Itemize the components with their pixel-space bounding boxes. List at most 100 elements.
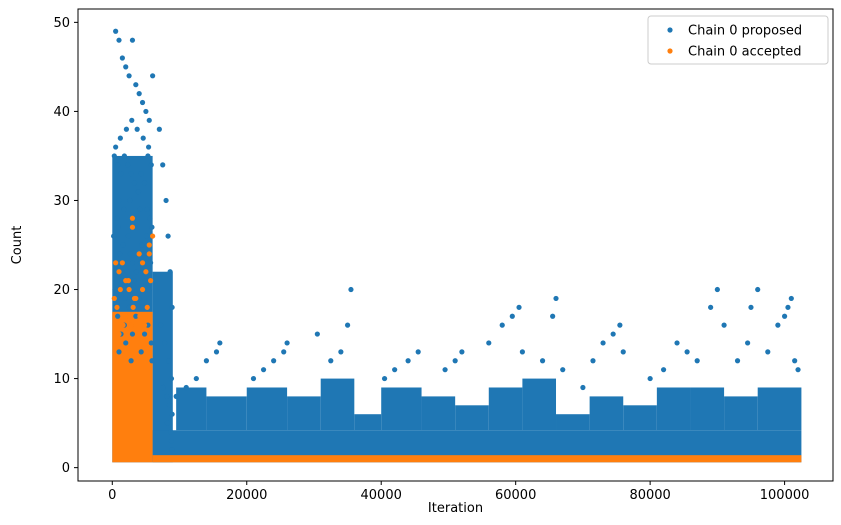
- proposed-density-wave: [354, 414, 382, 431]
- proposed-density-wave: [421, 396, 456, 431]
- proposed-point: [142, 278, 148, 284]
- proposed-point: [765, 349, 771, 355]
- legend-box: [647, 15, 829, 65]
- accepted-point: [113, 260, 119, 266]
- accepted-point: [143, 269, 149, 275]
- proposed-point: [126, 304, 132, 310]
- proposed-point: [166, 358, 172, 364]
- proposed-point: [580, 384, 586, 391]
- proposed-point: [118, 171, 124, 177]
- proposed-point: [112, 286, 118, 293]
- proposed-point: [160, 384, 166, 391]
- proposed-density-wave: [287, 396, 321, 431]
- proposed-point: [519, 349, 525, 355]
- proposed-point: [141, 251, 147, 257]
- proposed-point: [281, 349, 287, 355]
- proposed-point: [166, 402, 173, 408]
- proposed-point: [516, 304, 522, 310]
- proposed-density-wave: [656, 387, 691, 431]
- proposed-density-wave: [757, 387, 802, 431]
- accepted-point: [136, 251, 142, 257]
- accepted-density-early: [112, 311, 153, 463]
- proposed-point: [148, 340, 154, 346]
- proposed-point: [158, 322, 164, 328]
- proposed-density-wave: [690, 387, 725, 431]
- proposed-point: [590, 358, 596, 364]
- proposed-point: [684, 349, 690, 355]
- proposed-point: [785, 304, 791, 310]
- proposed-point: [775, 322, 781, 328]
- accepted-point: [123, 313, 129, 319]
- proposed-point: [120, 242, 126, 248]
- proposed-point: [156, 126, 162, 132]
- accepted-point: [146, 251, 152, 257]
- proposed-point: [660, 367, 667, 373]
- accepted-point: [126, 286, 132, 293]
- proposed-point: [129, 331, 136, 337]
- y-tick-label: 0: [62, 461, 70, 476]
- proposed-point: [136, 91, 142, 97]
- x-tick-label: 40000: [361, 488, 402, 503]
- y-axis-ticks: 0 10 20 30 40 50: [53, 16, 78, 476]
- proposed-point: [168, 429, 174, 435]
- proposed-point: [146, 117, 152, 123]
- proposed-point: [122, 295, 128, 302]
- accepted-point: [116, 331, 122, 337]
- x-tick-label: 0: [108, 488, 116, 503]
- proposed-point: [213, 349, 220, 355]
- accepted-point: [136, 331, 142, 337]
- proposed-point: [115, 313, 121, 319]
- proposed-point: [149, 224, 155, 230]
- proposed-point: [381, 375, 388, 382]
- proposed-point: [708, 304, 714, 310]
- proposed-point: [115, 162, 121, 168]
- proposed-point: [748, 304, 754, 310]
- x-tick-label: 60000: [495, 488, 536, 503]
- proposed-density-wave: [206, 396, 247, 431]
- accepted-point: [139, 286, 146, 293]
- x-tick-label: 80000: [629, 488, 670, 503]
- proposed-point: [734, 358, 741, 364]
- proposed-point: [123, 64, 129, 70]
- proposed-point: [405, 358, 411, 364]
- accepted-point: [130, 304, 136, 310]
- proposed-point: [111, 233, 117, 239]
- proposed-point: [113, 144, 119, 150]
- accepted-point: [146, 242, 152, 248]
- proposed-point: [509, 313, 515, 319]
- proposed-point: [137, 206, 143, 212]
- y-tick-label: 20: [53, 283, 70, 298]
- proposed-density-wave: [522, 378, 557, 431]
- proposed-point: [169, 304, 175, 310]
- proposed-point: [792, 358, 798, 364]
- proposed-point: [143, 233, 150, 239]
- accepted-point: [128, 322, 134, 328]
- proposed-point: [193, 375, 199, 382]
- accepted-point: [120, 322, 126, 328]
- proposed-point: [348, 286, 354, 293]
- proposed-point: [284, 340, 290, 346]
- proposed-point: [674, 340, 680, 346]
- proposed-density-wave: [455, 405, 489, 431]
- proposed-point: [755, 286, 761, 293]
- proposed-point: [620, 349, 626, 355]
- proposed-point: [415, 349, 421, 355]
- proposed-point: [128, 171, 134, 177]
- proposed-point: [163, 197, 169, 204]
- y-axis-label: Count: [10, 226, 25, 265]
- proposed-point: [459, 349, 465, 355]
- proposed-point: [114, 215, 120, 221]
- proposed-point: [133, 82, 139, 88]
- proposed-point: [116, 349, 122, 355]
- proposed-density-wave: [320, 378, 355, 431]
- proposed-point: [314, 331, 320, 337]
- proposed-point: [149, 358, 155, 364]
- proposed-point: [328, 358, 334, 364]
- proposed-point: [148, 162, 154, 168]
- x-axis-ticks: 0 20000 40000 60000 80000 100000: [108, 481, 809, 503]
- proposed-point: [139, 304, 146, 310]
- proposed-point: [217, 340, 223, 346]
- proposed-density-wave: [246, 387, 288, 431]
- proposed-point: [119, 55, 125, 61]
- accepted-point: [116, 269, 122, 275]
